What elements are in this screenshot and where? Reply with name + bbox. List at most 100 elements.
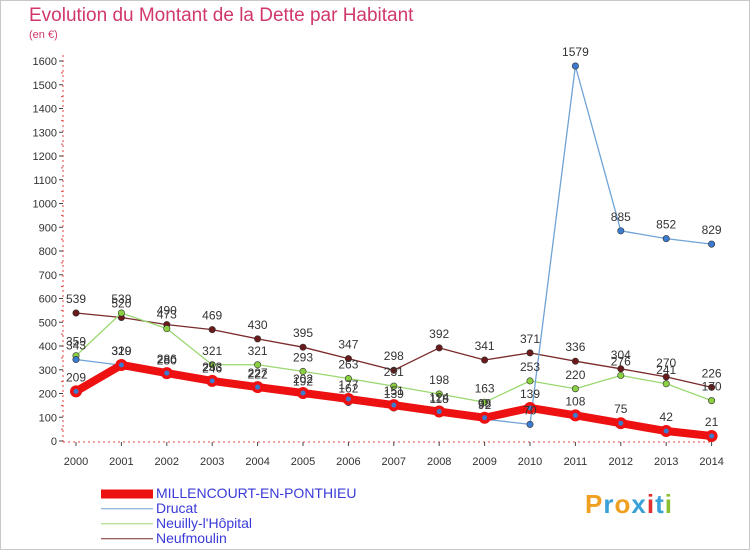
data-label: 124 bbox=[429, 391, 449, 405]
logo-letter: t bbox=[655, 489, 665, 519]
x-tick-label: 2001 bbox=[109, 456, 133, 468]
series-point-inner-0 bbox=[73, 388, 79, 394]
series-point-2 bbox=[117, 309, 125, 317]
y-tick-label: 1100 bbox=[33, 175, 57, 187]
series-point-2 bbox=[481, 398, 489, 406]
data-label: 226 bbox=[702, 366, 722, 380]
legend-label: Drucat bbox=[156, 500, 198, 516]
series-point-2 bbox=[390, 382, 398, 390]
legend-swatch bbox=[101, 507, 153, 510]
data-label: 286 bbox=[157, 352, 177, 366]
logo-letter: o bbox=[614, 489, 632, 519]
series-point-inner-0 bbox=[618, 420, 624, 426]
legend-swatch bbox=[101, 537, 153, 540]
y-tick-label: 600 bbox=[39, 294, 57, 306]
data-label: 520 bbox=[111, 297, 131, 311]
series-point-inner-0 bbox=[345, 396, 351, 402]
data-label: 42 bbox=[660, 410, 674, 424]
x-tick-label: 2014 bbox=[699, 456, 723, 468]
data-label: 151 bbox=[384, 384, 404, 398]
data-label: 293 bbox=[293, 350, 313, 364]
legend-label: Neuilly-l'Hôpital bbox=[156, 515, 253, 531]
logo-letter: i bbox=[646, 489, 656, 519]
data-label: 341 bbox=[475, 339, 495, 353]
series-point-3 bbox=[72, 309, 80, 317]
proxiti-logo: Proxiti bbox=[585, 489, 673, 520]
data-label: 108 bbox=[565, 394, 585, 408]
series-point-3 bbox=[208, 326, 216, 334]
x-tick-label: 2009 bbox=[472, 456, 496, 468]
series-point-1 bbox=[571, 62, 579, 70]
series-point-2 bbox=[617, 371, 625, 379]
data-label: 1579 bbox=[562, 45, 589, 59]
y-tick-label: 800 bbox=[39, 246, 57, 258]
data-label: 192 bbox=[293, 374, 313, 388]
data-label: 177 bbox=[338, 378, 358, 392]
y-tick-label: 0 bbox=[51, 436, 57, 448]
data-label: 170 bbox=[702, 380, 722, 394]
y-tick-label: 700 bbox=[39, 270, 57, 282]
y-tick-label: 1300 bbox=[33, 127, 57, 139]
series-point-2 bbox=[254, 361, 262, 369]
x-tick-label: 2005 bbox=[291, 456, 315, 468]
logo-letter: P bbox=[585, 489, 604, 519]
data-label: 392 bbox=[429, 327, 449, 341]
x-tick-label: 2008 bbox=[427, 456, 451, 468]
logo-letter: r bbox=[603, 489, 615, 519]
logo-letter: x bbox=[631, 489, 647, 519]
chart-title: Evolution du Montant de la Dette par Hab… bbox=[29, 5, 414, 26]
data-label: 202 bbox=[293, 372, 313, 386]
data-label: 320 bbox=[111, 344, 131, 358]
data-label: 70 bbox=[523, 403, 537, 417]
data-label: 270 bbox=[656, 356, 676, 370]
data-label: 241 bbox=[656, 363, 676, 377]
x-tick-label: 2000 bbox=[64, 456, 88, 468]
data-label: 304 bbox=[611, 348, 631, 362]
y-tick-label: 200 bbox=[39, 389, 57, 401]
series-point-inner-0 bbox=[527, 405, 533, 411]
data-label: 139 bbox=[520, 387, 540, 401]
data-label: 321 bbox=[248, 344, 268, 358]
series-point-3 bbox=[254, 335, 262, 343]
series-point-1 bbox=[72, 356, 80, 364]
series-point-inner-0 bbox=[572, 412, 578, 418]
series-point-inner-0 bbox=[663, 428, 669, 434]
y-tick-label: 900 bbox=[39, 222, 57, 234]
data-label: 118 bbox=[430, 392, 449, 406]
data-label: 227 bbox=[248, 366, 268, 380]
series-point-3 bbox=[299, 343, 307, 351]
data-label: 253 bbox=[520, 360, 540, 374]
data-label: 280 bbox=[157, 354, 177, 368]
data-label: 321 bbox=[202, 344, 222, 358]
y-tick-label: 400 bbox=[39, 341, 57, 353]
legend-label: Neufmoulin bbox=[156, 530, 227, 546]
series-point-2 bbox=[208, 361, 216, 369]
series-point-2 bbox=[526, 377, 534, 385]
x-tick-label: 2002 bbox=[155, 456, 179, 468]
series-point-1 bbox=[662, 235, 670, 243]
data-label: 430 bbox=[248, 318, 268, 332]
data-label: 162 bbox=[338, 382, 358, 396]
series-point-1 bbox=[526, 420, 534, 428]
x-tick-label: 2013 bbox=[654, 456, 678, 468]
legend-swatch bbox=[101, 522, 153, 525]
data-label: 163 bbox=[475, 381, 495, 395]
data-label: 98 bbox=[478, 397, 492, 411]
data-label: 395 bbox=[293, 326, 313, 340]
series-point-3 bbox=[571, 357, 579, 365]
series-point-2 bbox=[344, 375, 352, 383]
y-tick-label: 1200 bbox=[33, 151, 57, 163]
data-label: 885 bbox=[611, 210, 631, 224]
series-point-inner-0 bbox=[118, 362, 124, 368]
data-label: 209 bbox=[66, 370, 86, 384]
series-point-2 bbox=[299, 367, 307, 375]
x-tick-label: 2004 bbox=[245, 456, 269, 468]
data-label: 198 bbox=[429, 373, 449, 387]
data-label: 539 bbox=[66, 292, 86, 306]
series-point-2 bbox=[662, 380, 670, 388]
data-label: 490 bbox=[157, 304, 177, 318]
data-label: 347 bbox=[338, 338, 358, 352]
data-label: 539 bbox=[111, 292, 131, 306]
data-label: 336 bbox=[565, 340, 585, 354]
data-label: 263 bbox=[338, 358, 358, 372]
